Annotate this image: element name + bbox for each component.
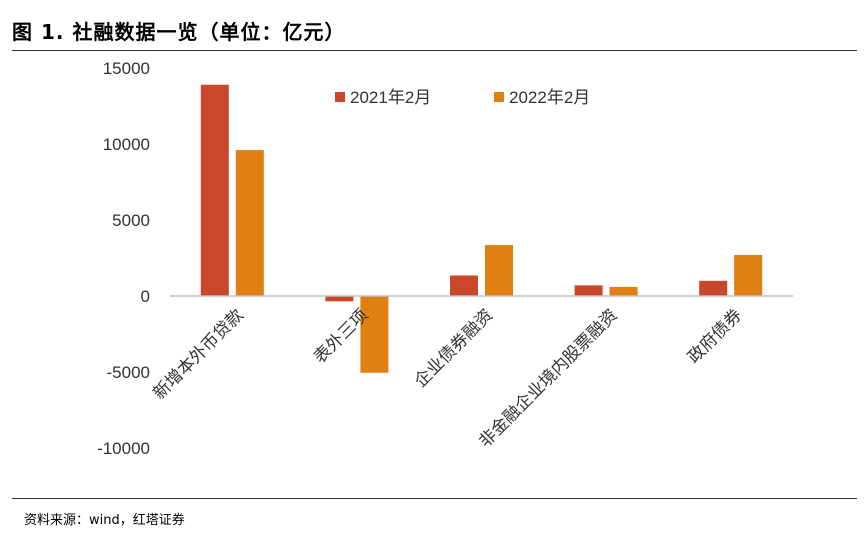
x-category-label: 政府债券: [684, 305, 746, 367]
bar-series-1-1: [325, 296, 354, 302]
bar-series-2-4: [734, 254, 763, 296]
bar-series-2-1: [360, 296, 389, 373]
y-tick-label: -10000: [97, 439, 150, 458]
bar-series-1-4: [699, 280, 728, 296]
bar-series-1-0: [200, 84, 229, 296]
x-category-label: 非金融企业境内股票融资: [475, 305, 621, 451]
x-category-label: 新增本外币贷款: [150, 305, 248, 403]
bars: [200, 84, 763, 373]
legend: 2021年2月 2022年2月: [335, 88, 590, 107]
y-tick-label: 5000: [112, 211, 150, 230]
legend-label-1: 2021年2月: [350, 88, 431, 107]
bar-series-2-2: [485, 245, 513, 296]
source-note: 资料来源：wind，红塔证券: [24, 513, 185, 528]
source-divider: [12, 498, 857, 499]
legend-swatch-2: [494, 92, 504, 102]
y-tick-label: 10000: [103, 135, 150, 154]
legend-label-2: 2022年2月: [509, 88, 590, 107]
bar-series-1-2: [450, 275, 478, 296]
x-category-label: 企业债券融资: [411, 305, 497, 391]
bar-series-1-3: [574, 285, 603, 296]
bar-series-2-0: [235, 150, 264, 296]
title-divider: [12, 50, 857, 51]
bar-series-2-3: [609, 286, 638, 296]
y-tick-label: -5000: [107, 363, 150, 382]
legend-swatch-1: [335, 92, 345, 102]
y-tick-label: 0: [141, 287, 150, 306]
figure-title: 图 1. 社融数据一览（单位：亿元）: [12, 20, 346, 44]
y-axis: 15000 10000 5000 0 -5000 -10000: [97, 59, 150, 458]
y-tick-label: 15000: [103, 59, 150, 78]
